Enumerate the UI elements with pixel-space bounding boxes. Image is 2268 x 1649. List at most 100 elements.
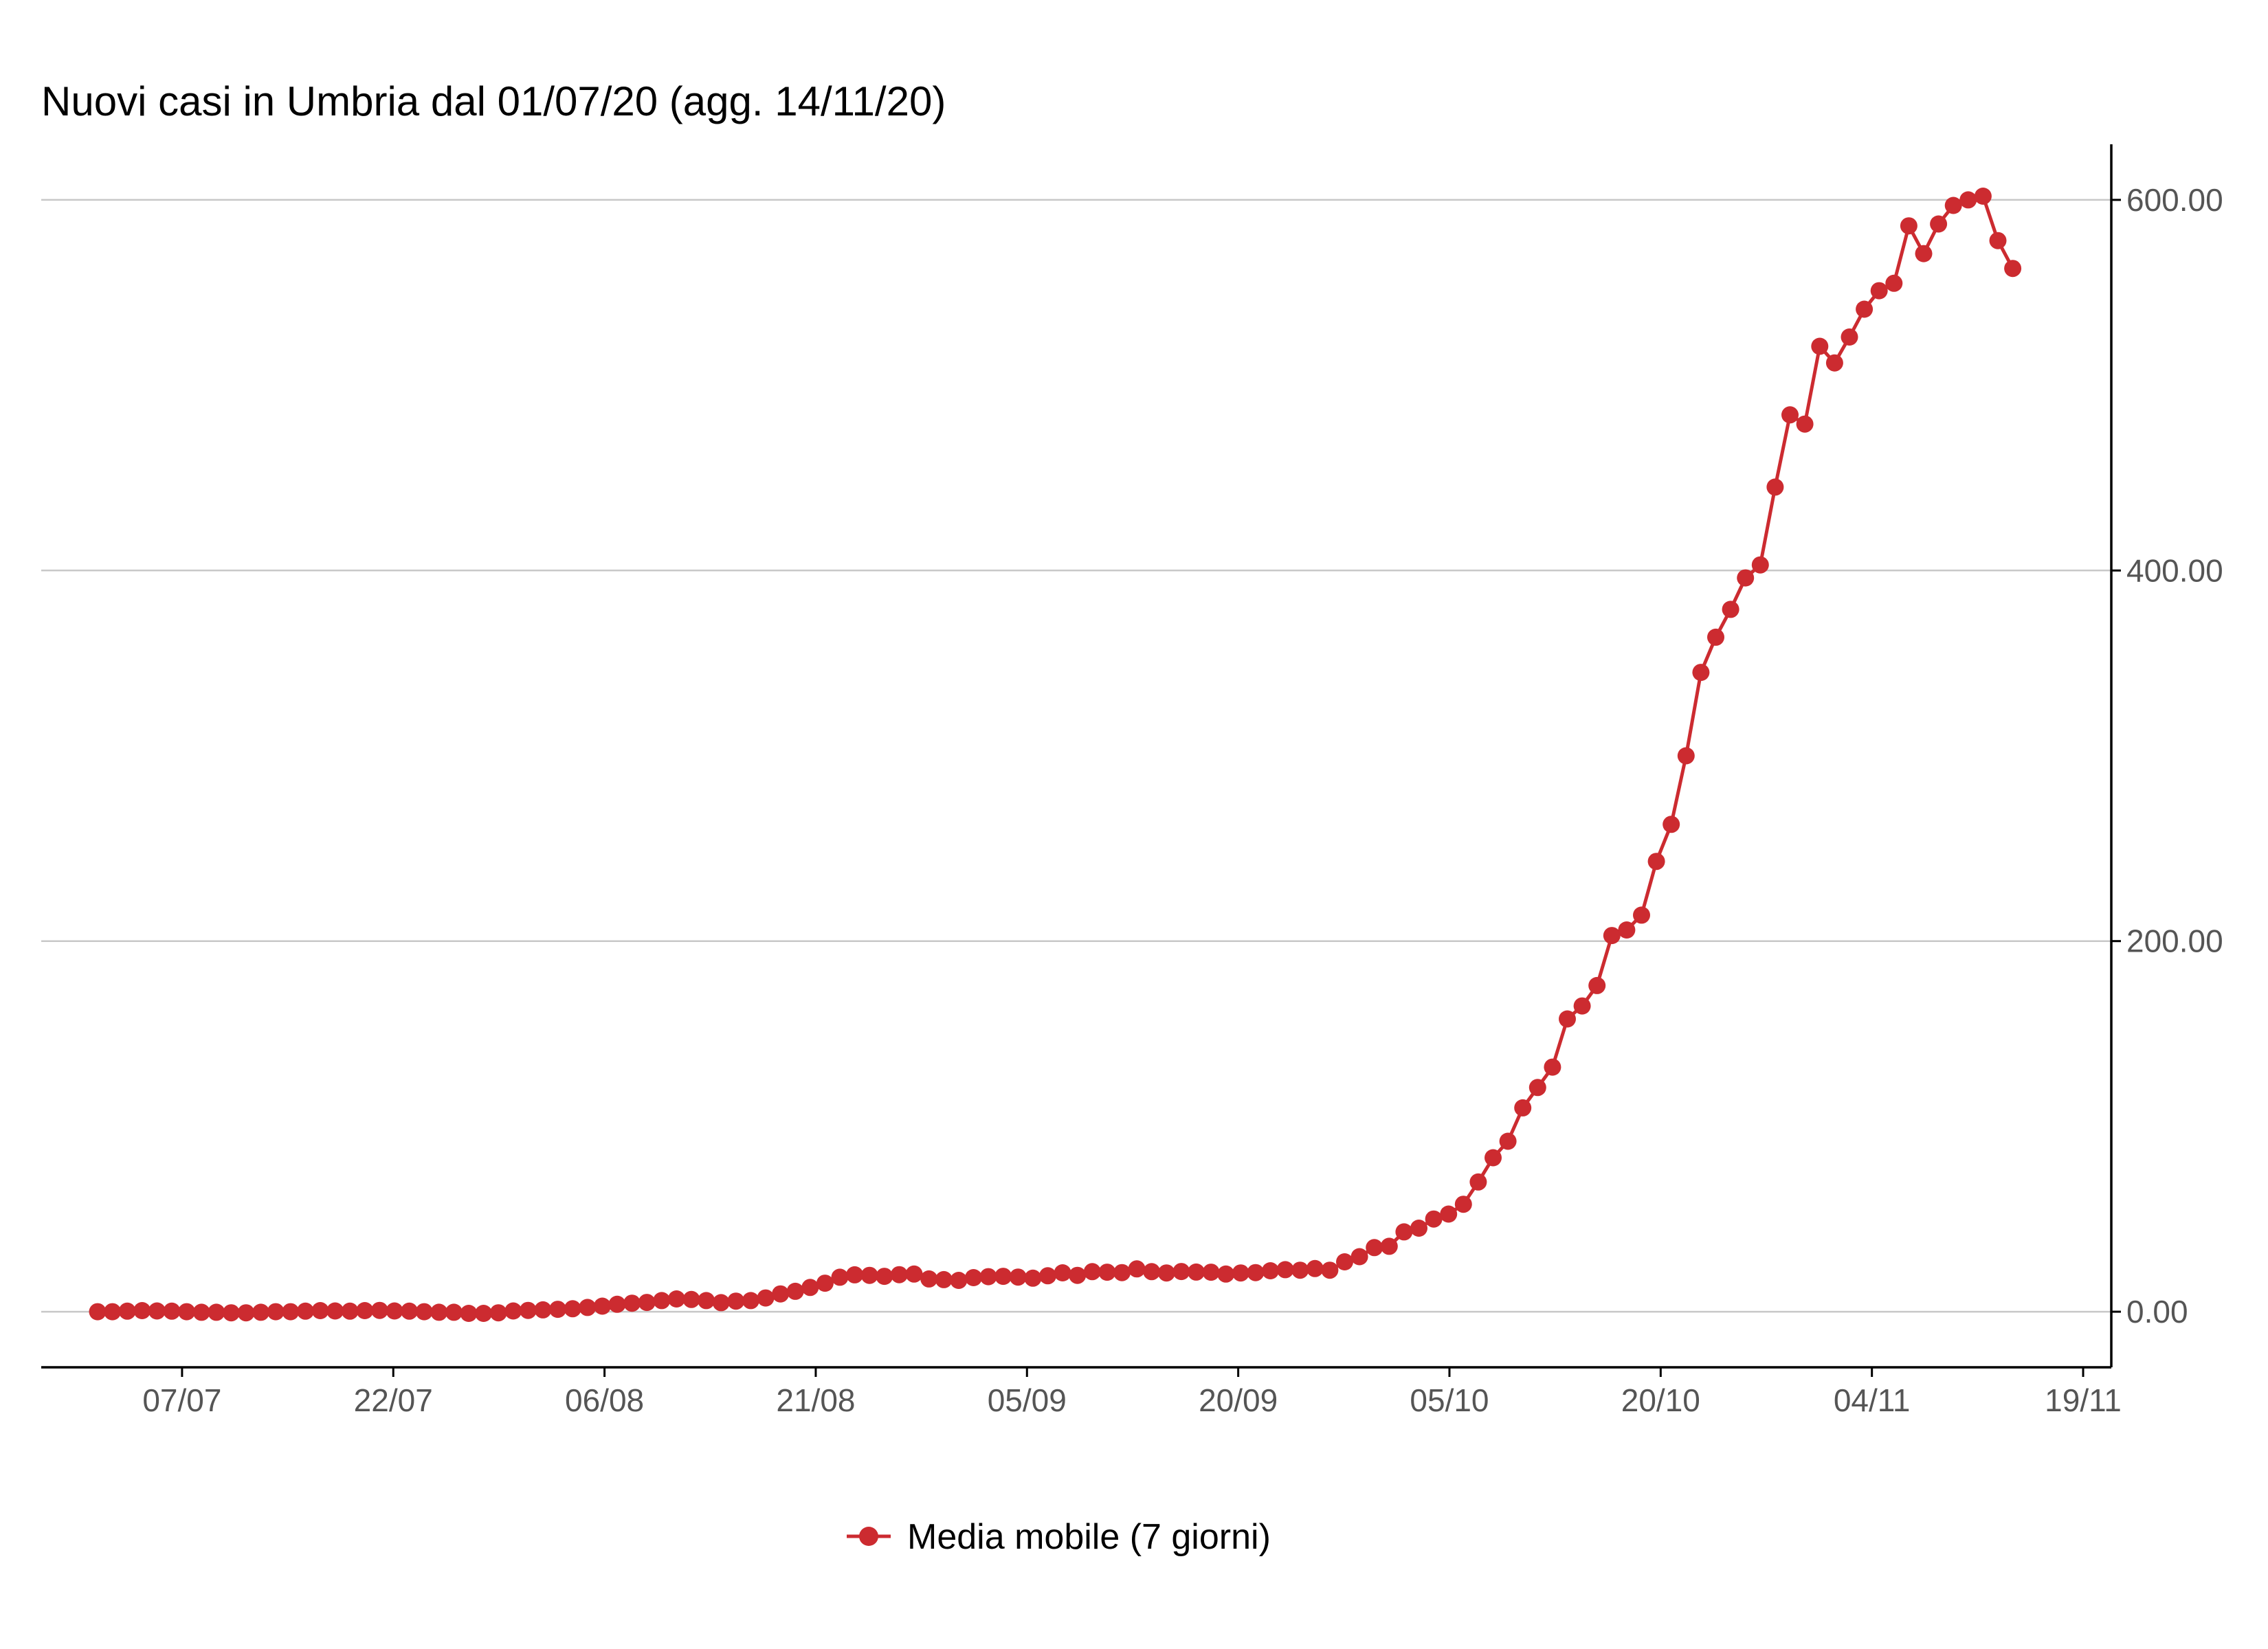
data-point xyxy=(1172,1263,1190,1281)
data-point xyxy=(1499,1132,1517,1150)
data-point xyxy=(1217,1265,1235,1283)
data-point xyxy=(1870,282,1888,300)
data-point xyxy=(757,1289,775,1307)
data-point xyxy=(118,1302,136,1320)
data-point xyxy=(579,1299,597,1316)
data-point xyxy=(222,1304,240,1322)
data-point xyxy=(386,1302,403,1320)
data-point xyxy=(1811,337,1829,355)
data-point xyxy=(1440,1205,1458,1223)
data-point xyxy=(965,1269,982,1286)
data-point xyxy=(415,1303,433,1321)
data-point xyxy=(1336,1253,1353,1270)
legend-swatch-marker xyxy=(859,1527,878,1546)
data-point xyxy=(1707,628,1724,646)
data-point xyxy=(1366,1239,1383,1257)
series-line xyxy=(98,194,2014,1315)
gridlines xyxy=(41,199,2111,1313)
data-point xyxy=(593,1297,611,1315)
data-point xyxy=(1113,1264,1131,1281)
data-point xyxy=(979,1268,997,1286)
data-point xyxy=(1054,1264,1071,1281)
data-point xyxy=(682,1290,700,1308)
data-series xyxy=(89,188,2022,1322)
x-tick-label: 20/10 xyxy=(1621,1382,1700,1418)
data-point xyxy=(653,1292,671,1310)
data-point xyxy=(890,1266,908,1283)
data-point xyxy=(816,1275,834,1292)
data-point xyxy=(564,1300,581,1318)
data-point xyxy=(1009,1268,1027,1286)
data-point xyxy=(920,1270,938,1288)
data-point xyxy=(401,1302,419,1320)
data-point xyxy=(1395,1223,1413,1241)
data-point xyxy=(994,1268,1012,1286)
data-point xyxy=(1350,1248,1368,1266)
data-point xyxy=(1885,274,1903,292)
axes xyxy=(41,144,2113,1369)
data-point xyxy=(1514,1099,1532,1117)
data-point xyxy=(237,1304,255,1322)
data-point xyxy=(460,1305,478,1322)
data-point xyxy=(1974,188,1992,205)
data-point xyxy=(252,1303,270,1321)
x-tick-label: 20/09 xyxy=(1199,1382,1278,1418)
data-point xyxy=(1544,1058,1561,1076)
y-tick-label: 600.00 xyxy=(2126,182,2223,218)
legend: Media mobile (7 giorni) xyxy=(847,1517,1271,1557)
data-point xyxy=(727,1292,745,1310)
data-point xyxy=(638,1294,656,1312)
data-point xyxy=(267,1303,285,1321)
data-point xyxy=(2004,260,2022,278)
data-point xyxy=(519,1301,537,1319)
data-point xyxy=(1069,1266,1087,1284)
data-point xyxy=(1188,1263,1205,1281)
data-point xyxy=(489,1304,507,1322)
data-point xyxy=(1618,921,1636,939)
data-point xyxy=(1024,1269,1042,1287)
data-point xyxy=(1083,1263,1101,1281)
data-point xyxy=(667,1290,685,1308)
data-point xyxy=(1633,906,1650,924)
data-point xyxy=(1766,478,1784,496)
data-point xyxy=(905,1265,923,1283)
chart-title: Nuovi casi in Umbria dal 01/07/20 (agg. … xyxy=(41,78,946,124)
data-point xyxy=(311,1302,329,1319)
x-tick-label: 22/07 xyxy=(354,1382,433,1418)
data-point xyxy=(282,1303,300,1321)
data-point xyxy=(549,1301,567,1319)
data-point xyxy=(356,1302,374,1319)
data-point xyxy=(104,1303,122,1321)
data-point xyxy=(876,1268,893,1286)
data-point xyxy=(1247,1264,1265,1281)
data-point xyxy=(1098,1264,1116,1281)
x-tick-label: 04/11 xyxy=(1834,1382,1911,1418)
data-point xyxy=(1485,1149,1502,1167)
data-point xyxy=(1647,853,1665,871)
y-tick-label: 400.00 xyxy=(2126,552,2223,588)
data-point xyxy=(133,1302,151,1319)
data-point xyxy=(1157,1264,1175,1282)
data-point xyxy=(296,1302,314,1320)
data-point xyxy=(623,1294,641,1312)
data-point xyxy=(1469,1173,1487,1191)
data-point xyxy=(504,1302,522,1320)
data-point xyxy=(1202,1264,1220,1281)
data-point xyxy=(1825,354,1843,372)
data-point xyxy=(1559,1010,1576,1028)
data-point xyxy=(148,1302,166,1320)
data-point xyxy=(1856,300,1874,318)
data-point xyxy=(1262,1262,1279,1279)
data-point xyxy=(1321,1261,1339,1279)
data-point xyxy=(430,1303,448,1321)
data-point xyxy=(178,1303,196,1321)
data-point xyxy=(1143,1263,1161,1281)
data-point xyxy=(1751,556,1769,574)
x-tick-label: 07/07 xyxy=(142,1382,221,1418)
x-tick-label: 19/11 xyxy=(2045,1382,2122,1418)
x-axis-ticks: 07/07 22/07 06/08 21/08 05/09 20/09 05/10 20/10… xyxy=(142,1367,2122,1418)
data-point xyxy=(1291,1261,1309,1279)
data-point xyxy=(1128,1260,1146,1278)
data-point xyxy=(1944,197,1962,214)
